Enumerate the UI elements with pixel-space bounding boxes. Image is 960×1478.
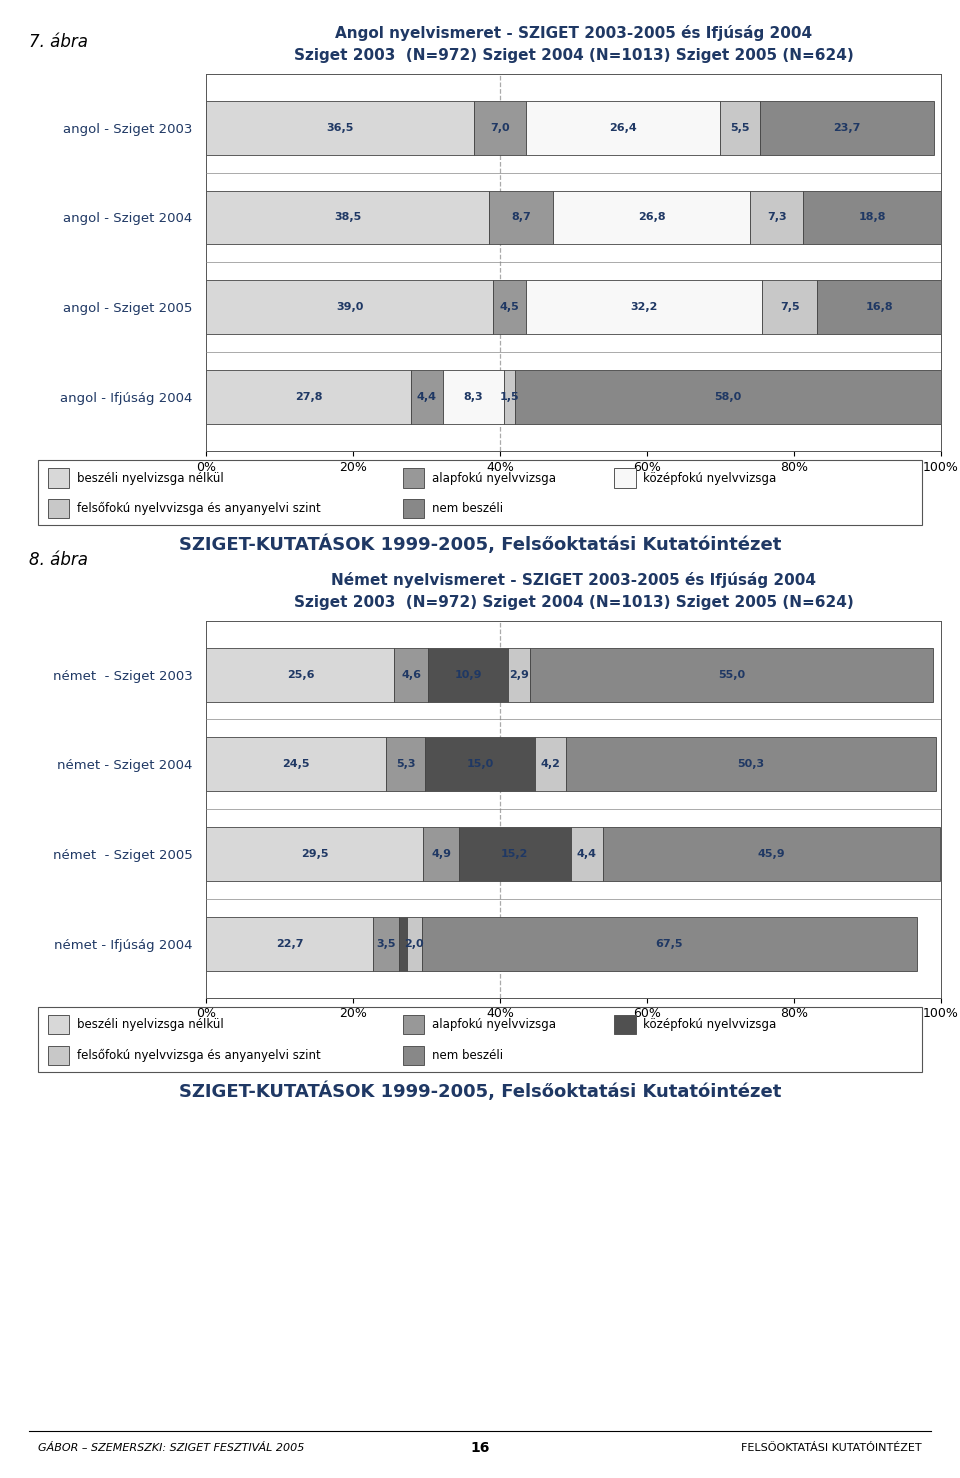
Text: középfokú nyelvvizsga: középfokú nyelvvizsga <box>643 471 777 485</box>
Bar <box>720 101 760 155</box>
Bar <box>492 281 526 334</box>
Bar <box>504 370 515 424</box>
Text: 58,0: 58,0 <box>714 392 741 402</box>
Bar <box>206 647 395 702</box>
Bar <box>474 101 526 155</box>
Text: 4,6: 4,6 <box>401 670 421 680</box>
Text: 23,7: 23,7 <box>833 123 861 133</box>
Bar <box>804 191 942 244</box>
Text: 36,5: 36,5 <box>326 123 354 133</box>
Bar <box>515 370 941 424</box>
Text: 5,5: 5,5 <box>731 123 750 133</box>
Bar <box>443 370 504 424</box>
Text: 4,5: 4,5 <box>499 302 519 312</box>
Text: 26,8: 26,8 <box>637 213 665 223</box>
Text: 25,6: 25,6 <box>287 670 314 680</box>
Text: 10,9: 10,9 <box>454 670 482 680</box>
Text: 55,0: 55,0 <box>718 670 745 680</box>
Bar <box>508 647 530 702</box>
Text: 15,0: 15,0 <box>467 760 494 770</box>
Bar <box>428 647 508 702</box>
Text: 4,4: 4,4 <box>577 848 597 859</box>
Text: 5,3: 5,3 <box>396 760 416 770</box>
Bar <box>762 281 817 334</box>
Text: 7,3: 7,3 <box>767 213 786 223</box>
Text: 38,5: 38,5 <box>334 213 361 223</box>
Bar <box>421 916 918 971</box>
Text: 45,9: 45,9 <box>757 848 785 859</box>
Text: 3,5: 3,5 <box>376 939 396 949</box>
Bar <box>566 738 936 791</box>
Bar <box>373 916 398 971</box>
Text: 18,8: 18,8 <box>859 213 886 223</box>
Text: 1,5: 1,5 <box>499 392 519 402</box>
Title: Német nyelvismeret - SZIGET 2003-2005 és Ifjúság 2004
Sziget 2003  (N=972) Szige: Német nyelvismeret - SZIGET 2003-2005 és… <box>294 572 853 610</box>
Bar <box>398 916 407 971</box>
Bar <box>750 191 804 244</box>
Bar <box>536 738 566 791</box>
Bar <box>206 370 411 424</box>
Text: 2,0: 2,0 <box>404 939 424 949</box>
Text: 2,9: 2,9 <box>509 670 529 680</box>
Text: 8,3: 8,3 <box>464 392 483 402</box>
Title: Angol nyelvismeret - SZIGET 2003-2005 és Ifjúság 2004
Sziget 2003  (N=972) Szige: Angol nyelvismeret - SZIGET 2003-2005 és… <box>294 25 853 64</box>
Bar <box>459 828 570 881</box>
Text: 22,7: 22,7 <box>276 939 303 949</box>
Text: 4,2: 4,2 <box>540 760 561 770</box>
Bar <box>395 647 428 702</box>
Text: 67,5: 67,5 <box>656 939 684 949</box>
Bar <box>553 191 750 244</box>
Bar <box>386 738 425 791</box>
Bar <box>817 281 941 334</box>
Bar <box>530 647 933 702</box>
Text: 26,4: 26,4 <box>609 123 636 133</box>
Text: alapfokú nyelvvizsga: alapfokú nyelvvizsga <box>432 471 556 485</box>
Text: 15,2: 15,2 <box>501 848 529 859</box>
Text: 7,0: 7,0 <box>491 123 510 133</box>
Text: nem beszéli: nem beszéli <box>432 503 503 514</box>
Bar <box>206 738 386 791</box>
Bar <box>526 101 720 155</box>
Text: 16: 16 <box>470 1441 490 1456</box>
Bar <box>206 281 492 334</box>
Text: beszéli nyelvizsga nélkül: beszéli nyelvizsga nélkül <box>77 1018 224 1032</box>
Text: 4,9: 4,9 <box>431 848 451 859</box>
Text: 4,4: 4,4 <box>417 392 437 402</box>
Text: 16,8: 16,8 <box>865 302 893 312</box>
Text: felsőfokú nyelvvizsga és anyanyelvi szint: felsőfokú nyelvvizsga és anyanyelvi szin… <box>77 503 321 516</box>
Text: SZIGET-KUTATÁSOK 1999-2005, Felsőoktatási Kutatóintézet: SZIGET-KUTATÁSOK 1999-2005, Felsőoktatás… <box>179 1082 781 1101</box>
Bar <box>206 828 423 881</box>
Text: FELSŐOKTATÁSI KUTATÓINTÉZET: FELSŐOKTATÁSI KUTATÓINTÉZET <box>741 1444 922 1453</box>
Bar <box>407 916 421 971</box>
Bar <box>526 281 762 334</box>
Bar <box>423 828 459 881</box>
Text: 27,8: 27,8 <box>295 392 323 402</box>
Text: SZIGET-KUTATÁSOK 1999-2005, Felsőoktatási Kutatóintézet: SZIGET-KUTATÁSOK 1999-2005, Felsőoktatás… <box>179 535 781 554</box>
Text: 7,5: 7,5 <box>780 302 800 312</box>
Bar <box>206 916 373 971</box>
Text: 7. ábra: 7. ábra <box>29 34 87 52</box>
Text: középfokú nyelvvizsga: középfokú nyelvvizsga <box>643 1018 777 1032</box>
Bar <box>206 191 490 244</box>
Text: 50,3: 50,3 <box>737 760 764 770</box>
Text: alapfokú nyelvvizsga: alapfokú nyelvvizsga <box>432 1018 556 1032</box>
Bar <box>411 370 443 424</box>
Bar <box>490 191 553 244</box>
Text: 8. ábra: 8. ábra <box>29 551 87 569</box>
Text: 32,2: 32,2 <box>631 302 658 312</box>
Text: 8,7: 8,7 <box>512 213 531 223</box>
Text: 29,5: 29,5 <box>301 848 328 859</box>
Bar <box>603 828 940 881</box>
Bar <box>760 101 934 155</box>
Text: 39,0: 39,0 <box>336 302 363 312</box>
Text: 24,5: 24,5 <box>282 760 310 770</box>
Bar <box>425 738 536 791</box>
Bar <box>570 828 603 881</box>
Bar <box>206 101 474 155</box>
Text: GÁBOR – SZEMERSZKI: SZIGET FESZTIVÁL 2005: GÁBOR – SZEMERSZKI: SZIGET FESZTIVÁL 200… <box>38 1444 304 1453</box>
Text: nem beszéli: nem beszéli <box>432 1049 503 1061</box>
Text: felsőfokú nyelvvizsga és anyanyelvi szint: felsőfokú nyelvvizsga és anyanyelvi szin… <box>77 1049 321 1063</box>
Text: beszéli nyelvizsga nélkül: beszéli nyelvizsga nélkül <box>77 471 224 485</box>
